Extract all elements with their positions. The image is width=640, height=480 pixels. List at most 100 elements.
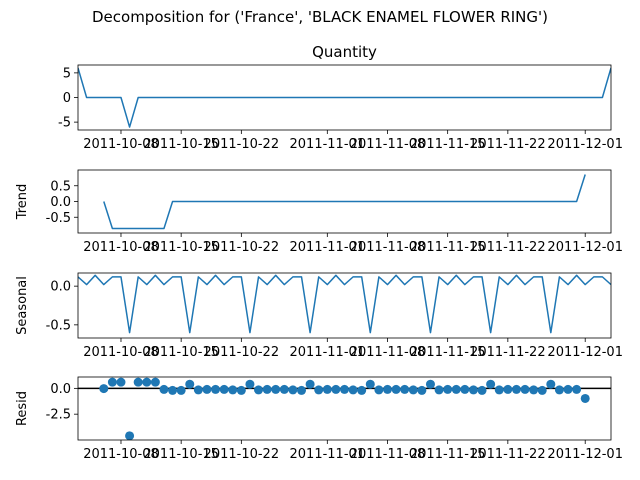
- x-tick-label: 2011-12-01: [547, 137, 623, 152]
- series-line-seasonal: [78, 274, 611, 334]
- resid-point: [150, 377, 160, 387]
- x-tick-label: 2011-11-01: [290, 447, 366, 462]
- subplot-title: Quantity: [312, 43, 377, 61]
- resid-point: [271, 384, 281, 394]
- plot-area-quantity: [78, 67, 611, 128]
- resid-point: [142, 377, 152, 387]
- resid-point: [348, 385, 358, 395]
- resid-point: [322, 384, 332, 394]
- resid-point: [468, 385, 478, 395]
- x-tick-label: 2011-10-08: [83, 240, 159, 255]
- resid-point: [193, 385, 203, 395]
- x-tick-label: 2011-10-15: [143, 240, 219, 255]
- x-tick-label: 2011-12-01: [547, 240, 623, 255]
- resid-point: [374, 385, 384, 395]
- resid-point: [477, 385, 487, 395]
- x-tick-label: 2011-11-08: [350, 447, 426, 462]
- x-tick-label: 2011-10-08: [83, 137, 159, 152]
- resid-point: [382, 384, 392, 394]
- y-tick-label: -0.5: [46, 318, 71, 333]
- x-tick-label: 2011-11-15: [410, 447, 486, 462]
- resid-point: [211, 384, 221, 394]
- resid-point: [572, 384, 582, 394]
- resid-point: [529, 385, 539, 395]
- resid-point: [279, 384, 289, 394]
- resid-point: [503, 384, 513, 394]
- resid-point: [580, 393, 590, 403]
- x-tick-label: 2011-10-15: [143, 345, 219, 360]
- x-tick-label: 2011-11-01: [290, 240, 366, 255]
- figure-title: Decomposition for ('France', 'BLACK ENAM…: [92, 8, 548, 26]
- resid-point: [288, 385, 298, 395]
- resid-point: [400, 384, 410, 394]
- resid-point: [554, 385, 564, 395]
- resid-point: [563, 384, 573, 394]
- y-axis-label: Trend: [15, 184, 30, 221]
- resid-point: [443, 384, 453, 394]
- resid-point: [417, 385, 427, 395]
- resid-point: [236, 385, 246, 395]
- y-tick-label: 0.0: [50, 280, 71, 295]
- resid-point: [537, 385, 547, 395]
- x-tick-label: 2011-11-08: [350, 345, 426, 360]
- resid-point: [254, 385, 264, 395]
- y-tick-label: -5: [58, 116, 71, 131]
- resid-point: [520, 384, 530, 394]
- resid-point: [451, 384, 461, 394]
- y-axis-label: Resid: [15, 391, 30, 426]
- y-tick-label: 5: [63, 66, 71, 81]
- resid-point: [511, 384, 521, 394]
- y-tick-label: -2.5: [46, 408, 71, 423]
- resid-point: [99, 384, 109, 394]
- x-tick-label: 2011-10-15: [143, 137, 219, 152]
- resid-point: [357, 385, 367, 395]
- resid-point: [494, 385, 504, 395]
- y-tick-label: 0.0: [50, 195, 71, 210]
- x-tick-label: 2011-11-15: [410, 137, 486, 152]
- resid-point: [391, 384, 401, 394]
- x-tick-label: 2011-11-15: [410, 240, 486, 255]
- series-line-trend: [103, 174, 586, 230]
- x-tick-label: 2011-10-22: [204, 447, 280, 462]
- resid-point: [202, 384, 212, 394]
- x-tick-label: 2011-11-08: [350, 240, 426, 255]
- resid-point: [408, 385, 418, 395]
- resid-point: [486, 379, 496, 389]
- x-tick-label: 2011-11-22: [470, 137, 546, 152]
- x-tick-label: 2011-10-22: [204, 240, 280, 255]
- resid-point: [159, 384, 169, 394]
- x-tick-label: 2011-10-22: [204, 137, 280, 152]
- resid-point: [125, 431, 135, 440]
- panel-trend: -0.50.00.5 2011-10-082011-10-152011-10-22…: [15, 169, 623, 255]
- plot-area-resid: [78, 377, 611, 440]
- resid-point: [185, 379, 195, 389]
- x-tick-label: 2011-11-22: [470, 240, 546, 255]
- x-tick-label: 2011-12-01: [547, 345, 623, 360]
- resid-point: [331, 384, 341, 394]
- x-tick-label: 2011-10-08: [83, 345, 159, 360]
- resid-point: [460, 384, 470, 394]
- resid-point: [262, 384, 272, 394]
- x-tick-label: 2011-10-22: [204, 345, 280, 360]
- resid-point: [305, 379, 315, 389]
- resid-point: [365, 379, 375, 389]
- resid-point: [133, 377, 143, 387]
- y-tick-label: 0.0: [50, 382, 71, 397]
- resid-point: [297, 385, 307, 395]
- x-tick-label: 2011-11-01: [290, 137, 366, 152]
- axes-frame-seasonal: [77, 272, 612, 339]
- resid-point: [116, 377, 126, 387]
- resid-point: [425, 379, 435, 389]
- resid-point: [107, 377, 117, 387]
- y-tick-label: -0.5: [46, 211, 71, 226]
- x-tick-label: 2011-11-22: [470, 447, 546, 462]
- x-tick-label: 2011-11-01: [290, 345, 366, 360]
- y-tick-label: 0.5: [50, 179, 71, 194]
- x-tick-label: 2011-11-15: [410, 345, 486, 360]
